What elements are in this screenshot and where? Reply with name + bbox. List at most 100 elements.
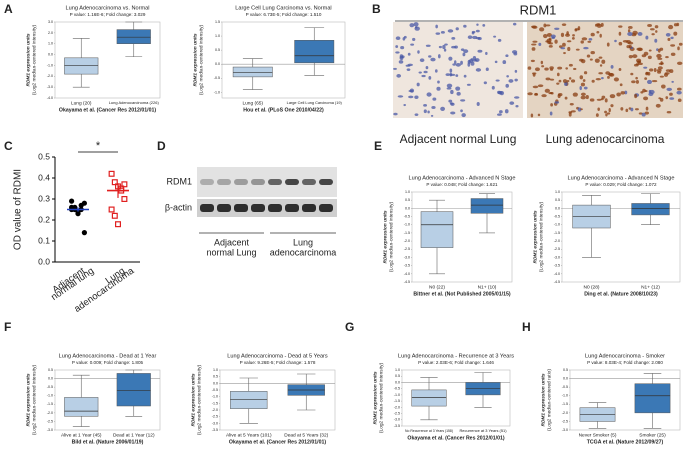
nucleus (641, 112, 646, 117)
nucleus (606, 112, 611, 115)
y-tick-label: 1.0 (48, 42, 53, 46)
nucleus (423, 109, 427, 114)
y-tick-label: 0.0 (215, 62, 220, 66)
nucleus (438, 45, 442, 49)
nucleus (543, 34, 548, 39)
category-label: N1+ (10) (478, 284, 497, 290)
nucleus (461, 113, 466, 118)
nucleus (562, 79, 568, 83)
nucleus (627, 25, 633, 29)
nucleus (669, 97, 675, 100)
plot-stats: P value: 6.73E-5; Fold change: 1.510 (246, 12, 322, 17)
nucleus (449, 102, 454, 105)
nucleus (463, 74, 467, 78)
nucleus (630, 107, 634, 112)
y-tick-label: -3.0 (47, 85, 53, 89)
nucleus (532, 40, 538, 43)
nucleus (493, 35, 497, 38)
nucleus (653, 67, 657, 73)
blot-row-label: RDM1 (166, 176, 192, 186)
nucleus (658, 62, 663, 65)
category-label: No Recurrence at 3 Years (158) (405, 429, 453, 433)
nucleus (558, 79, 562, 83)
nucleus (643, 66, 648, 69)
y-axis-label: (Log2 median-centered intensity) (31, 365, 37, 436)
nucleus (537, 113, 541, 117)
point (121, 196, 128, 203)
nucleus (565, 67, 568, 70)
nucleus (659, 75, 664, 78)
plot-title: Lung Adenocarcinoma vs. Normal (66, 5, 150, 11)
nucleus (606, 42, 610, 47)
nucleus (440, 31, 445, 34)
nucleus (485, 51, 488, 56)
nucleus (657, 66, 663, 70)
nucleus (446, 87, 452, 90)
nucleus (619, 83, 623, 87)
blot-band (217, 204, 231, 212)
nucleus (668, 24, 674, 30)
nucleus (470, 58, 474, 61)
nucleus (643, 51, 649, 56)
nucleus (665, 69, 671, 72)
panel-letter: C (4, 139, 13, 153)
nucleus (451, 45, 457, 49)
nucleus (646, 79, 653, 85)
nucleus (398, 60, 404, 64)
y-tick-label: -3.0 (562, 428, 568, 432)
nucleus (655, 30, 658, 33)
nucleus (483, 81, 487, 85)
y-axis-label: (Log2 median-centered intensity) (196, 365, 202, 436)
nucleus (597, 107, 600, 112)
nucleus (414, 95, 419, 99)
nucleus (432, 97, 437, 101)
nucleus (550, 103, 554, 107)
plot-title: Lung Adenocarcinoma - Recurrence at 3 Ye… (398, 353, 514, 359)
nucleus (514, 96, 520, 99)
nucleus (463, 49, 469, 54)
y-tick-label: 0.0 (213, 381, 218, 385)
y-tick-label: 0.1 (38, 235, 50, 245)
nucleus (425, 44, 431, 47)
nucleus (624, 90, 628, 95)
y-tick-label: 0.0 (555, 206, 560, 210)
nucleus (466, 83, 471, 86)
nucleus (589, 58, 593, 61)
plot-stats: P value: 0.029; Fold change: 1.072 (585, 182, 657, 187)
box (64, 397, 99, 417)
y-axis-label: (Log2 median-centered intensity) (31, 25, 37, 96)
y-tick-label: -1.5 (394, 399, 400, 403)
nucleus (570, 79, 576, 83)
y-tick-label: -0.5 (554, 214, 560, 218)
nucleus (505, 83, 510, 88)
plot-stats: P value: 8.03E-4; Fold change: 2.080 (587, 360, 663, 365)
nucleus (634, 93, 638, 99)
nucleus (655, 103, 661, 108)
y-tick-label: -1.0 (394, 393, 400, 397)
nucleus (642, 88, 646, 93)
nucleus (579, 75, 584, 80)
nucleus (407, 52, 411, 56)
nucleus (549, 78, 555, 81)
y-tick-label: -3.5 (212, 428, 218, 432)
category-label: Lung (20) (71, 100, 92, 106)
citation: Okayama et al. (Cancer Res 2012/01/01) (407, 435, 504, 441)
nucleus (595, 78, 602, 81)
nucleus (670, 52, 676, 56)
ihc-label: Lung adenocarcinoma (546, 132, 665, 146)
nucleus (598, 72, 603, 75)
nucleus (583, 46, 589, 50)
y-tick-label: -1.5 (212, 401, 218, 405)
citation: TCGA et al. (Nature 2012/09/27) (587, 439, 664, 445)
nucleus (588, 38, 593, 41)
citation: Hou et al. (PLoS One 2010/04/22) (243, 107, 324, 113)
nucleus (397, 95, 404, 98)
y-tick-label: -4.5 (404, 280, 410, 284)
nucleus (443, 48, 447, 52)
plot-frame (54, 369, 161, 431)
nucleus (403, 103, 407, 107)
nucleus (598, 56, 603, 59)
nucleus (627, 29, 631, 33)
nucleus (425, 66, 429, 70)
plot-frame (561, 191, 681, 283)
